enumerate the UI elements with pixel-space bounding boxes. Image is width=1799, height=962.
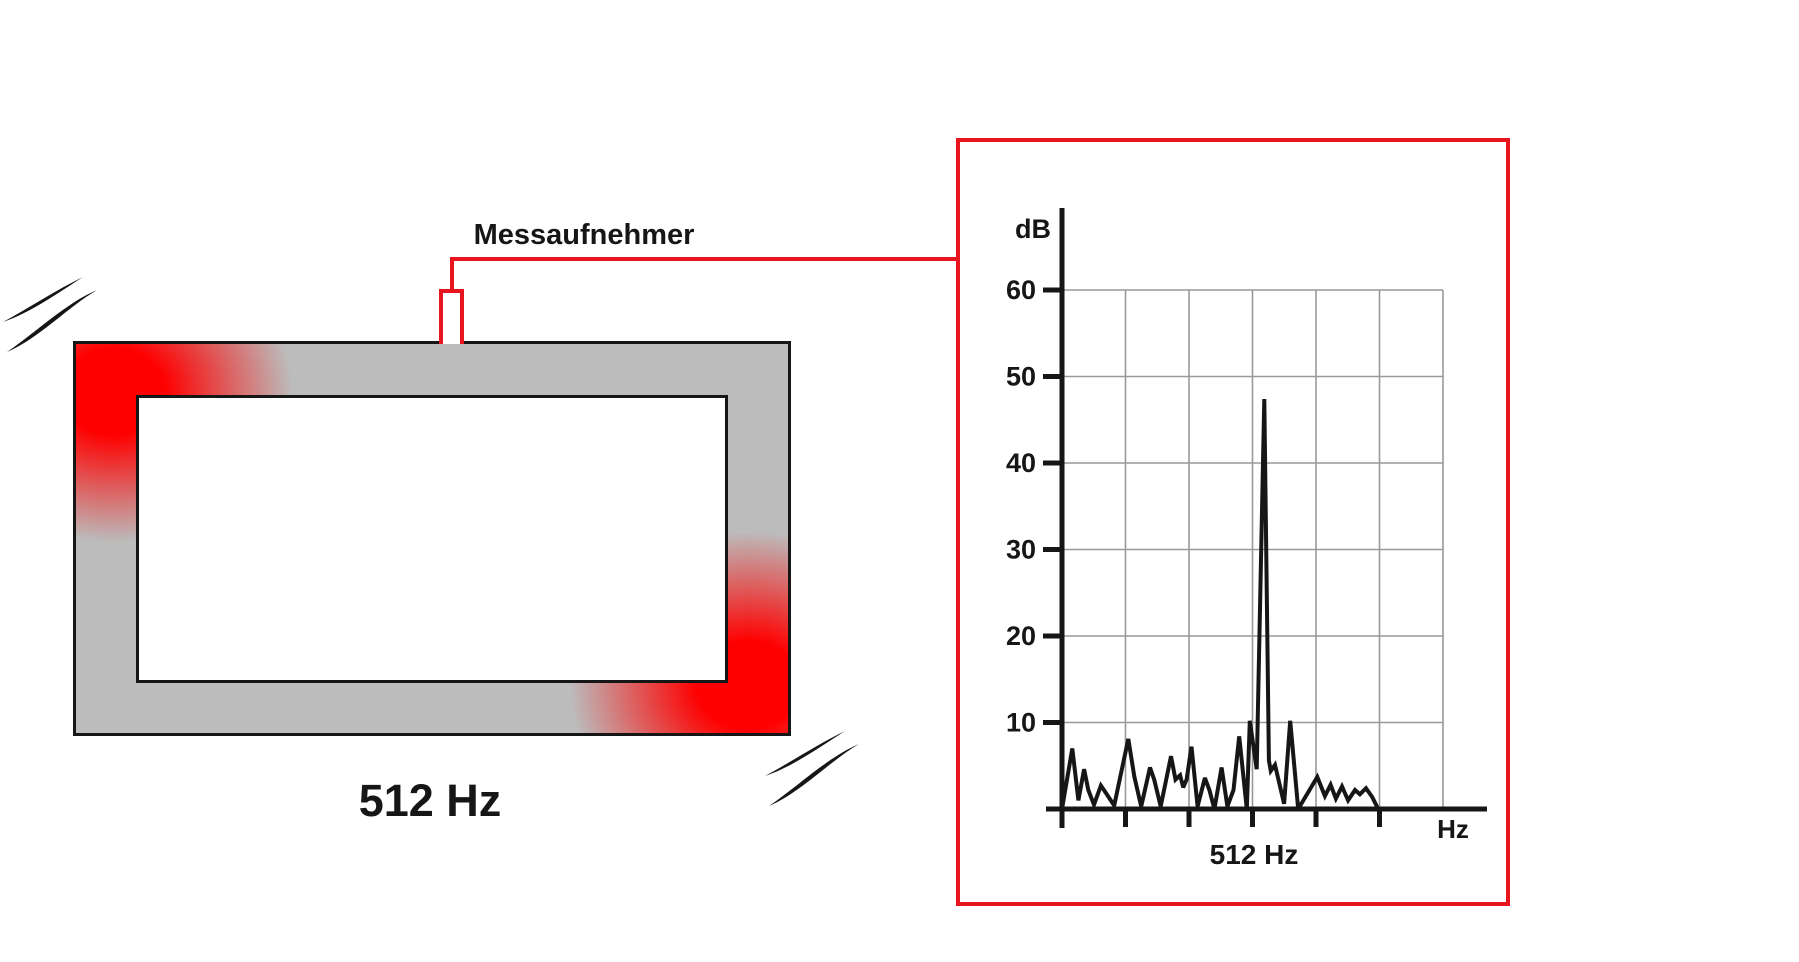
excitation-frequency-label: 512 Hz [358,775,502,826]
vibration-stroke-icon [769,744,859,806]
vibration-strokes-top-left-icon [3,277,97,352]
vibration-stroke-icon [3,277,83,322]
y-tick-label-40: 40 [1006,448,1036,478]
vibration-stroke-icon [765,731,845,776]
spectrum-chart: 10 20 30 40 50 60 dB Hz 512 Hz [1006,208,1487,870]
vibration-strokes-bottom-right-icon [765,731,859,806]
sensor-probe [439,289,464,344]
y-tick-label-60: 60 [1006,275,1036,305]
vibration-stroke-icon [7,290,97,352]
spectrum-line [1060,398,1380,811]
frame-inner-opening [136,395,728,683]
y-tick-label-30: 30 [1006,535,1036,565]
peak-frequency-label: 512 Hz [1210,839,1299,870]
sensor-label: Messaufnehmer [473,219,695,251]
sensor-wire-horizontal [450,257,960,261]
sensor-wire-vertical [450,257,454,291]
y-axis-unit-label: dB [1015,214,1051,244]
vibrating-frame [73,341,791,736]
y-tick-label-20: 20 [1006,621,1036,651]
y-tick-label-10: 10 [1006,708,1036,738]
y-tick-label-50: 50 [1006,362,1036,392]
x-axis-unit-label: Hz [1437,814,1469,844]
